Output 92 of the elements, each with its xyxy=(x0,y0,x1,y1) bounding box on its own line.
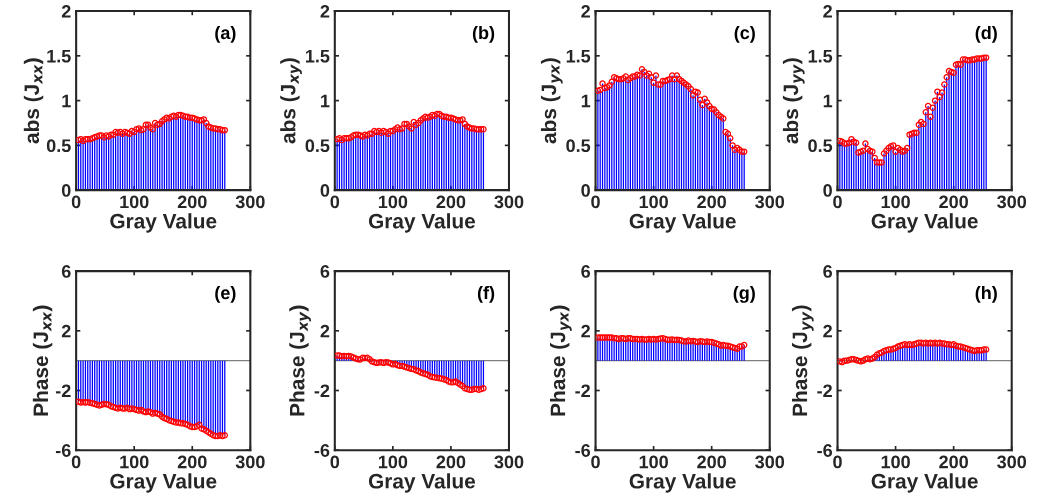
y-tick-label: 2 xyxy=(823,324,832,338)
annotation: (f) xyxy=(477,285,495,303)
y-axis-title: Phase (J$_{xy}$) xyxy=(289,305,311,416)
y-tick-label: 1 xyxy=(62,94,71,108)
y-tick-label: -2 xyxy=(55,384,71,398)
x-tick-label: 300 xyxy=(997,455,1027,469)
x-tick-label: 300 xyxy=(235,455,265,469)
annotation: (b) xyxy=(472,25,495,43)
y-tick-label: -6 xyxy=(55,444,71,457)
x-tick-label: 200 xyxy=(697,455,726,469)
y-tick-label: 2 xyxy=(823,5,832,18)
x-tick-label: 100 xyxy=(120,455,149,469)
y-axis-title: abs (J$_{xx}$) xyxy=(23,58,44,144)
y-tick-label: 1 xyxy=(823,94,833,108)
x-tick-label: 100 xyxy=(639,455,668,469)
y-tick-label: 0.5 xyxy=(808,139,833,153)
y-tick-label: 2 xyxy=(61,5,71,18)
y-tick-label: 6 xyxy=(581,265,591,278)
y-axis-title: abs (J$_{yy}$) xyxy=(782,58,805,144)
x-tick-label: 200 xyxy=(436,455,466,469)
x-tick-label: 200 xyxy=(939,455,968,469)
annotation: (d) xyxy=(975,25,997,43)
x-tick-label: 200 xyxy=(177,195,207,209)
x-axis-title: Gray Value xyxy=(368,213,476,233)
y-tick-label: 0.5 xyxy=(566,139,591,153)
x-tick-label: 300 xyxy=(235,195,265,209)
y-tick-label: 0 xyxy=(581,184,590,197)
x-axis-title: Gray Value xyxy=(871,213,978,233)
y-tick-label: 0 xyxy=(320,184,330,197)
x-tick-label: 300 xyxy=(997,195,1027,209)
x-tick-label: 100 xyxy=(881,455,910,469)
y-axis-title: Phase (J$_{xx}$) xyxy=(32,305,53,416)
x-tick-label: 300 xyxy=(755,195,785,209)
annotation: (c) xyxy=(734,25,755,43)
x-tick-label: 0 xyxy=(833,455,842,469)
y-tick-label: -2 xyxy=(817,384,832,398)
x-tick-label: 200 xyxy=(697,195,726,209)
x-tick-label: 200 xyxy=(939,195,968,209)
y-tick-label: -2 xyxy=(314,384,330,398)
annotation: (a) xyxy=(215,25,236,43)
y-tick-label: 2 xyxy=(320,324,330,338)
x-tick-label: 0 xyxy=(71,195,81,209)
y-tick-label: 1 xyxy=(581,94,591,108)
y-axis-title: Phase (J$_{yy}$) xyxy=(791,305,814,416)
annotation: (g) xyxy=(733,285,755,303)
y-tick-label: 1.5 xyxy=(566,49,591,63)
x-axis-title: Gray Value xyxy=(629,473,736,493)
y-tick-label: 0.5 xyxy=(305,139,330,153)
x-tick-label: 100 xyxy=(378,455,408,469)
x-axis-title: Gray Value xyxy=(871,473,978,493)
y-tick-label: 0 xyxy=(823,184,832,197)
y-tick-label: 1 xyxy=(321,94,330,108)
y-axis-title: Phase (J$_{yx}$) xyxy=(549,305,572,416)
y-tick-label: 6 xyxy=(61,265,71,278)
y-tick-label: 2 xyxy=(61,324,71,338)
x-axis-title: Gray Value xyxy=(368,473,476,493)
y-axis-title: abs (J$_{yx}$) xyxy=(540,58,563,144)
x-tick-label: 0 xyxy=(330,455,340,469)
x-axis-title: Gray Value xyxy=(629,213,736,233)
y-tick-label: 6 xyxy=(320,265,330,278)
x-tick-label: 100 xyxy=(881,195,910,209)
y-tick-label: 1.5 xyxy=(305,49,330,63)
y-tick-label: -2 xyxy=(575,384,590,398)
x-tick-label: 200 xyxy=(177,455,207,469)
x-tick-label: 200 xyxy=(436,195,466,209)
x-axis-title: Gray Value xyxy=(110,473,217,493)
x-tick-label: 300 xyxy=(494,455,524,469)
annotation: (e) xyxy=(215,285,236,303)
y-tick-label: 1.5 xyxy=(47,49,71,63)
x-axis-title: Gray Value xyxy=(110,213,217,233)
x-tick-label: 300 xyxy=(494,195,524,209)
x-tick-label: 0 xyxy=(591,455,600,469)
x-tick-label: 0 xyxy=(833,195,842,209)
x-tick-label: 100 xyxy=(120,195,149,209)
x-tick-label: 0 xyxy=(330,195,340,209)
x-tick-label: 0 xyxy=(591,195,600,209)
x-tick-label: 100 xyxy=(639,195,668,209)
x-tick-label: 0 xyxy=(71,455,81,469)
y-tick-label: 0 xyxy=(61,184,71,197)
y-tick-label: 0.5 xyxy=(46,139,71,153)
y-tick-label: -6 xyxy=(314,444,330,457)
y-tick-label: 1.5 xyxy=(808,49,833,63)
y-tick-label: 2 xyxy=(581,324,590,338)
y-tick-label: 2 xyxy=(320,5,330,18)
y-tick-label: 2 xyxy=(581,5,590,18)
x-tick-label: 100 xyxy=(378,195,408,209)
y-tick-label: 6 xyxy=(823,265,833,278)
y-axis-title: abs (J$_{xy}$) xyxy=(280,58,302,144)
y-tick-label: -6 xyxy=(817,444,833,457)
annotation: (h) xyxy=(975,285,997,303)
y-tick-label: -6 xyxy=(575,444,591,457)
x-tick-label: 300 xyxy=(755,455,785,469)
